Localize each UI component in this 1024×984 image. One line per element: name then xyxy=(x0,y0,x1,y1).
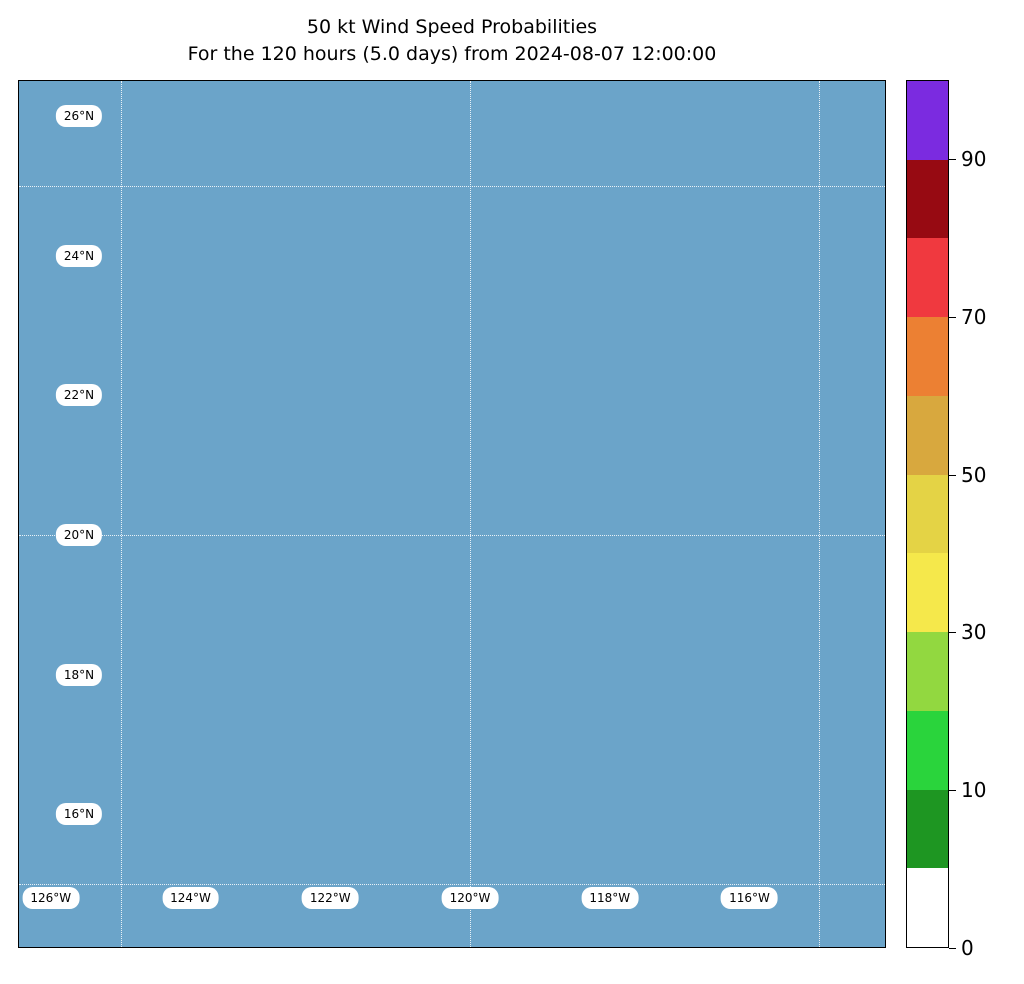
colorbar-tick-mark xyxy=(949,790,956,792)
colorbar-segment xyxy=(907,159,948,239)
lat-label: 18°N xyxy=(55,663,103,686)
colorbar-tick-label: 70 xyxy=(961,304,987,329)
colorbar-segment xyxy=(907,789,948,869)
colorbar-segment xyxy=(907,81,948,160)
lat-label: 26°N xyxy=(55,104,103,127)
colorbar-segment xyxy=(907,238,948,318)
lon-label: 118°W xyxy=(581,887,639,909)
gridline-lat-20n xyxy=(19,535,885,536)
lat-label: 24°N xyxy=(55,244,103,267)
lon-label: 126°W xyxy=(22,887,80,909)
gridline-lat-25n xyxy=(19,185,885,187)
colorbar-segment xyxy=(907,317,948,396)
colorbar-segment xyxy=(907,632,948,711)
colorbar-tick-mark xyxy=(949,158,956,160)
colorbar-tick-mark xyxy=(949,474,956,476)
colorbar xyxy=(906,80,949,948)
colorbar-tick-mark xyxy=(949,316,956,318)
lat-label: 16°N xyxy=(55,803,103,826)
colorbar-tick-label: 90 xyxy=(961,146,987,171)
colorbar-segment xyxy=(907,553,948,633)
colorbar-tick-mark xyxy=(949,632,956,634)
map-area: 26°N 24°N 22°N 20°N 18°N 16°N 126°W 124°W 122°W 1… xyxy=(18,80,886,948)
colorbar-tick-label: 50 xyxy=(961,462,987,487)
lat-label: 20°N xyxy=(55,524,103,546)
gridline-lon-115w xyxy=(819,81,821,947)
lon-label: 120°W xyxy=(441,887,499,909)
lat-label: 22°N xyxy=(55,384,103,407)
gridline-lon-120w xyxy=(470,81,471,947)
colorbar-segment xyxy=(907,474,948,554)
colorbar-segment xyxy=(907,868,948,948)
colorbar-tick-mark xyxy=(949,948,956,949)
title-line-1: 50 kt Wind Speed Probabilities xyxy=(306,16,598,38)
lon-label: 116°W xyxy=(721,887,778,909)
colorbar-tick-label: 10 xyxy=(961,778,987,803)
title-line-2: For the 120 hours (5.0 days) from 2024-0… xyxy=(187,43,717,65)
colorbar-segment xyxy=(907,395,948,475)
gridline-lat-15n xyxy=(19,884,885,886)
colorbar-segment xyxy=(907,710,948,790)
gridline-lon-125w xyxy=(120,81,122,947)
chart-title: 50 kt Wind Speed Probabilities For the 1… xyxy=(18,14,886,68)
lon-label: 124°W xyxy=(162,887,219,909)
colorbar-tick-label: 0 xyxy=(961,936,974,960)
colorbar-tick-label: 30 xyxy=(961,620,987,645)
lon-label: 122°W xyxy=(301,887,359,909)
